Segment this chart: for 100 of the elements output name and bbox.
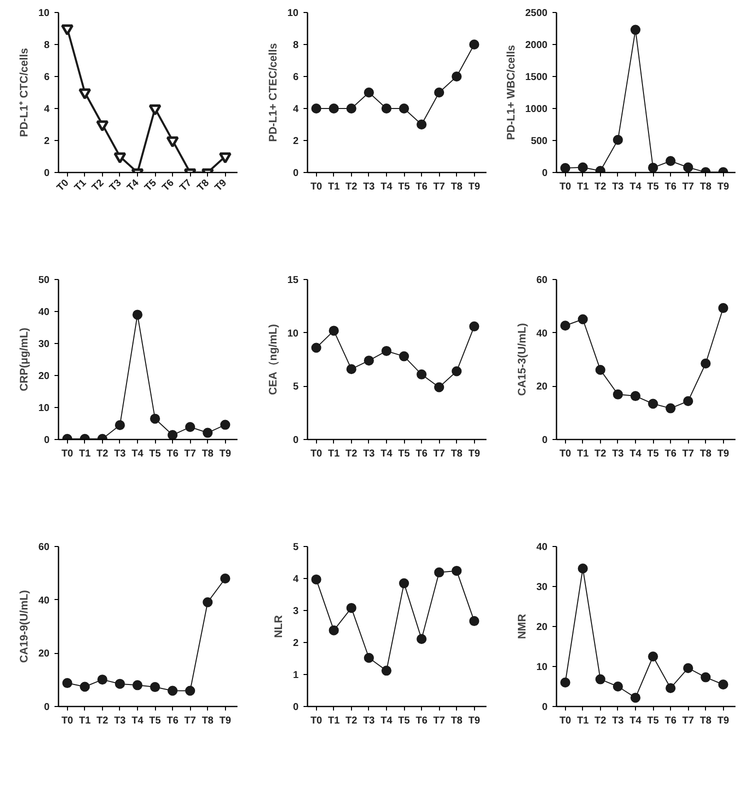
y-tick-label: 0 <box>44 168 50 179</box>
y-tick-label: 20 <box>536 622 548 633</box>
y-tick-label: 15 <box>287 275 299 286</box>
x-tick-label: T2 <box>594 448 607 460</box>
x-tick-label: T5 <box>647 182 660 192</box>
x-tick-label: T8 <box>202 448 214 460</box>
x-tick-label: T7 <box>184 448 196 460</box>
y-tick-label: 30 <box>38 339 50 350</box>
x-tick-label: T0 <box>559 716 572 726</box>
x-tick-label: T0 <box>61 716 74 726</box>
x-tick-label: T4 <box>630 448 642 460</box>
x-tick-label: T4 <box>630 182 642 192</box>
y-axis-title: CA15-3(U/mL) <box>516 322 528 396</box>
x-tick-label: T6 <box>664 716 677 726</box>
y-tick-label: 2 <box>44 136 50 147</box>
x-tick-label: T6 <box>166 448 179 460</box>
y-tick-label: 4 <box>292 574 299 585</box>
y-tick-label: 5 <box>292 542 299 553</box>
x-tick-label: T7 <box>433 716 446 726</box>
y-tick-label: 60 <box>38 542 50 553</box>
x-tick-label: T2 <box>346 182 358 192</box>
x-tick-label: T8 <box>450 716 463 726</box>
y-tick-label: 40 <box>38 307 50 318</box>
x-tick-label: T7 <box>184 716 196 726</box>
x-tick-label: T5 <box>149 448 162 460</box>
x-tick-label: T5 <box>647 448 660 460</box>
x-tick-label: T6 <box>416 448 428 460</box>
x-tick-label: T2 <box>96 716 109 726</box>
x-tick-label: T2 <box>90 177 107 194</box>
y-tick-label: 0 <box>292 435 299 446</box>
x-tick-label: T5 <box>398 182 410 192</box>
y-tick-label: 0 <box>542 435 548 446</box>
y-tick-label: 40 <box>536 542 548 553</box>
x-tick-label: T3 <box>612 182 624 192</box>
x-tick-label: T1 <box>576 448 590 460</box>
y-axis-title: NLR <box>272 615 285 638</box>
y-tick-label: 6 <box>44 72 50 83</box>
y-tick-label: 0 <box>44 702 50 713</box>
x-tick-label: T0 <box>310 716 323 726</box>
y-tick-label: 20 <box>536 382 548 393</box>
x-tick-label: T3 <box>114 448 126 460</box>
x-tick-label: T9 <box>213 177 230 194</box>
x-tick-label: T1 <box>78 448 92 460</box>
x-tick-label: T5 <box>398 716 410 726</box>
y-tick-label: 20 <box>38 371 50 382</box>
y-tick-label: 0 <box>292 702 299 713</box>
x-tick-label: T9 <box>717 448 730 460</box>
y-tick-label: 5 <box>292 382 299 393</box>
x-tick-label: T0 <box>559 448 572 460</box>
x-tick-label: T8 <box>700 448 712 460</box>
y-tick-label: 50 <box>38 275 50 286</box>
x-tick-label: T8 <box>450 448 463 460</box>
x-tick-label: T1 <box>576 716 590 726</box>
y-axis-title: CEA（ng/mL) <box>267 324 280 395</box>
y-tick-label: 60 <box>536 275 548 286</box>
x-tick-label: T4 <box>132 448 144 460</box>
x-tick-label: T9 <box>468 182 480 192</box>
x-tick-label: T2 <box>346 716 358 726</box>
x-tick-label: T8 <box>202 716 214 726</box>
x-tick-label: T0 <box>310 182 323 192</box>
y-tick-label: 20 <box>38 648 50 660</box>
x-tick-label: T1 <box>78 716 92 726</box>
y-tick-label: 10 <box>38 8 50 19</box>
x-tick-label: T4 <box>380 448 393 460</box>
x-tick-label: T4 <box>132 716 144 726</box>
y-tick-label: 0 <box>44 435 50 446</box>
x-tick-label: T5 <box>647 716 660 726</box>
x-tick-label: T0 <box>61 448 74 460</box>
x-tick-label: T8 <box>700 716 712 726</box>
x-tick-label: T3 <box>363 182 376 192</box>
x-tick-label: T6 <box>664 182 677 192</box>
x-tick-label: T5 <box>142 177 160 194</box>
y-tick-label: 0 <box>542 702 548 713</box>
y-axis-title: CA19-9(U/mL) <box>18 590 30 663</box>
y-axis-title: PD-L1⁺ CTC/cells <box>18 48 30 137</box>
y-tick-label: 10 <box>536 662 548 673</box>
x-tick-label: T6 <box>664 448 677 460</box>
x-tick-label: T1 <box>328 716 340 726</box>
y-tick-label: 1500 <box>525 72 548 83</box>
x-tick-label: T4 <box>125 177 142 194</box>
x-tick-label: T0 <box>559 182 572 192</box>
x-tick-label: T2 <box>346 448 358 460</box>
y-tick-label: 10 <box>287 8 299 19</box>
y-tick-label: 3 <box>292 606 299 617</box>
y-tick-label: 10 <box>38 403 50 414</box>
x-tick-label: T2 <box>594 182 607 192</box>
y-tick-label: 1000 <box>525 104 548 115</box>
y-axis-title: CRP(μg/mL) <box>18 327 30 392</box>
x-tick-label: T2 <box>96 448 109 460</box>
x-tick-label: T8 <box>700 182 712 192</box>
x-tick-label: T3 <box>108 177 124 194</box>
x-tick-label: T1 <box>328 448 340 460</box>
x-tick-label: T5 <box>149 716 162 726</box>
y-tick-label: 2500 <box>525 8 548 19</box>
y-axis-title: NMR <box>516 614 528 640</box>
x-tick-label: T1 <box>576 182 590 192</box>
y-tick-label: 40 <box>38 595 50 606</box>
y-tick-label: 30 <box>536 582 548 593</box>
x-tick-label: T7 <box>433 182 446 192</box>
x-tick-label: T7 <box>178 177 194 194</box>
